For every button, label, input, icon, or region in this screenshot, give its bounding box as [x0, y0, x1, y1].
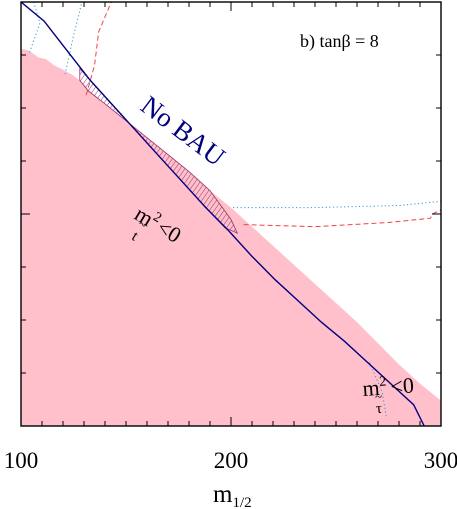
- x-tick-label-300: 300: [424, 448, 457, 473]
- red-dashed-contour-0: [85, 2, 112, 96]
- x-axis-label: m1/2: [213, 481, 252, 509]
- excluded-region: [21, 48, 441, 426]
- blue-dotted-contours: [28, 2, 441, 418]
- x-tick-label-100: 100: [4, 448, 39, 473]
- red-dashed-contour-1: [243, 209, 441, 228]
- svg-text:~: ~: [375, 389, 383, 404]
- blue-dotted-contour-2: [233, 200, 441, 209]
- y-axis-ticks: [21, 1, 441, 427]
- x-axis-ticks: [20, 2, 442, 426]
- x-tick-label-200: 200: [214, 448, 249, 473]
- no-bau-boundary: [21, 2, 425, 426]
- panel-label: b) tanβ = 8: [300, 31, 379, 52]
- plot-area: [21, 2, 441, 426]
- svg-text:τ: τ: [375, 401, 382, 417]
- red-dashed-contours: [85, 2, 441, 228]
- stau-tachyon-label: m2 <0 τ ~: [362, 372, 415, 417]
- svg-text:m2<0: m2<0: [362, 372, 415, 401]
- blue-dotted-contour-1: [64, 2, 83, 75]
